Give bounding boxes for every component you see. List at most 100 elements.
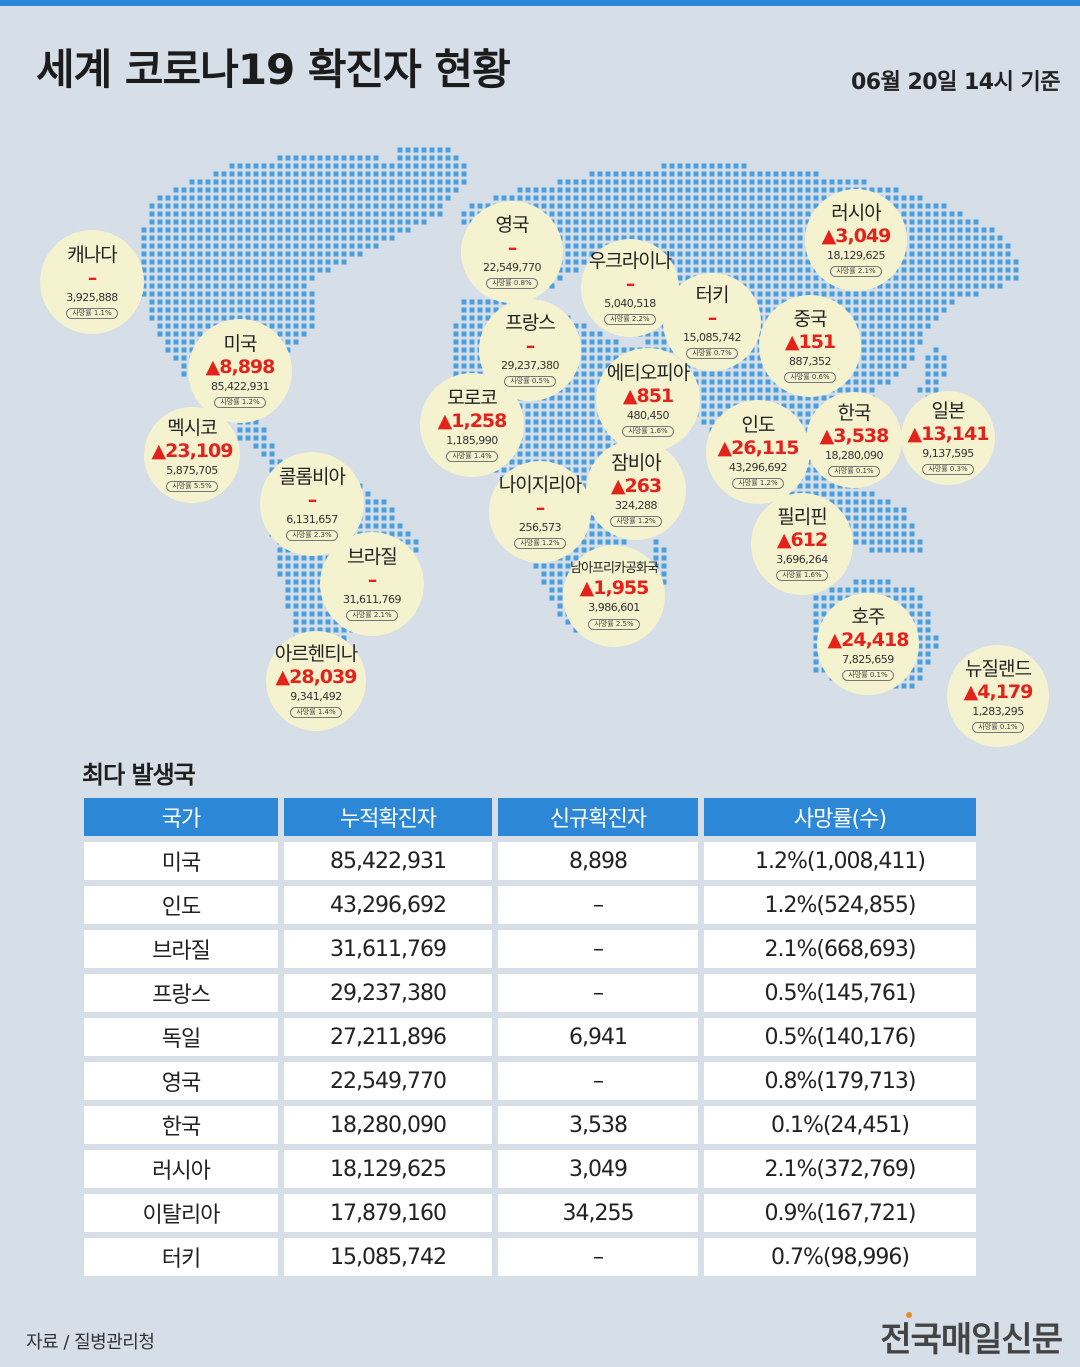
country-total-cases: 18,280,090 bbox=[825, 448, 883, 462]
country-new-cases: – bbox=[367, 568, 377, 591]
country-total-cases: 15,085,742 bbox=[683, 330, 741, 344]
country-total-cases: 480,450 bbox=[627, 408, 670, 422]
country-total-cases: 85,422,931 bbox=[211, 379, 269, 393]
country-name: 에티오피아 bbox=[606, 361, 690, 384]
country-new-cases: ▲1,955 bbox=[579, 577, 650, 600]
cell-cumulative: 17,879,160 bbox=[284, 1194, 492, 1232]
country-death-rate-badge: 사망률 0.6% bbox=[784, 372, 836, 384]
cell-new: 8,898 bbox=[498, 842, 698, 880]
country-new-cases: ▲612 bbox=[776, 528, 828, 551]
country-death-rate-badge: 사망률 1.4% bbox=[290, 707, 342, 719]
country-bubble: 일본 ▲13,141 9,137,595 사망률 0.3% bbox=[901, 391, 995, 485]
country-new-cases: – bbox=[707, 306, 717, 329]
country-new-cases: ▲8,898 bbox=[205, 355, 276, 378]
country-total-cases: 7,825,659 bbox=[842, 652, 894, 666]
country-bubble: 아르헨티나 ▲28,039 9,341,492 사망률 1.4% bbox=[266, 631, 366, 731]
country-total-cases: 31,611,769 bbox=[343, 592, 401, 606]
table-row: 터키 15,085,742–0.7%(98,996) bbox=[84, 1238, 976, 1276]
cell-cumulative: 15,085,742 bbox=[284, 1238, 492, 1276]
country-death-rate-badge: 사망률 2.5% bbox=[588, 618, 640, 630]
table-row: 독일 27,211,896 6,941 0.5%(140,176) bbox=[84, 1018, 976, 1056]
country-name: 한국 bbox=[837, 401, 872, 424]
table-row: 러시아 18,129,625 3,049 2.1%(372,769) bbox=[84, 1150, 976, 1188]
table-header-row: 국가 누적확진자 신규확진자 사망률(수) bbox=[84, 798, 976, 836]
country-death-rate-badge: 사망률 0.8% bbox=[486, 278, 538, 290]
country-bubble: 뉴질랜드 ▲4,179 1,283,295 사망률 0.1% bbox=[947, 645, 1049, 747]
table-row: 이탈리아 17,879,160 34,255 0.9%(167,721) bbox=[84, 1194, 976, 1232]
country-name: 호주 bbox=[851, 605, 886, 628]
country-total-cases: 3,696,264 bbox=[776, 552, 828, 566]
country-death-rate-badge: 사망률 1.2% bbox=[610, 516, 662, 528]
country-name: 브라질 bbox=[347, 545, 397, 568]
country-death-rate-badge: 사망률 0.1% bbox=[842, 670, 894, 682]
country-new-cases: – bbox=[87, 266, 97, 289]
cell-new: – bbox=[498, 1238, 698, 1276]
country-total-cases: 1,283,295 bbox=[972, 704, 1024, 718]
country-new-cases: ▲3,538 bbox=[819, 424, 890, 447]
country-name: 멕시코 bbox=[167, 416, 217, 439]
country-death-rate-badge: 사망률 1.1% bbox=[66, 308, 118, 320]
header-cumulative: 누적확진자 bbox=[284, 798, 492, 836]
country-new-cases: ▲3,049 bbox=[821, 224, 892, 247]
country-name: 남아프리카공화국 bbox=[570, 561, 659, 577]
country-death-rate-badge: 사망률 1.6% bbox=[776, 570, 828, 582]
cell-cumulative: 27,211,896 bbox=[284, 1018, 492, 1056]
country-bubble: 모로코 ▲1,258 1,185,990 사망률 1.4% bbox=[420, 373, 524, 477]
country-new-cases: ▲151 bbox=[784, 330, 836, 353]
page-title: 세계 코로나19 확진자 현황 bbox=[36, 45, 511, 94]
country-death-rate-badge: 사망률 0.5% bbox=[504, 376, 556, 388]
country-name: 미국 bbox=[223, 332, 258, 355]
base-date: 06월 20일 14시 기준 bbox=[850, 70, 1061, 95]
brand-dot-icon bbox=[906, 1312, 913, 1318]
country-new-cases: ▲28,039 bbox=[275, 665, 358, 688]
country-name: 터키 bbox=[695, 283, 730, 306]
country-total-cases: 3,925,888 bbox=[66, 290, 118, 304]
table-row: 한국 18,280,090 3,538 0.1%(24,451) bbox=[84, 1106, 976, 1144]
cell-death-rate: 0.5%(145,761) bbox=[704, 974, 976, 1012]
top-countries-table: 국가 누적확진자 신규확진자 사망률(수) 미국 85,422,931 8,898 1… bbox=[78, 792, 982, 1282]
cell-country: 미국 bbox=[84, 842, 278, 880]
cell-new: 34,255 bbox=[498, 1194, 698, 1232]
country-new-cases: ▲1,258 bbox=[437, 409, 508, 432]
cell-country: 한국 bbox=[84, 1106, 278, 1144]
cell-new: – bbox=[498, 930, 698, 968]
top-accent-bar bbox=[0, 0, 1080, 6]
country-death-rate-badge: 사망률 2.1% bbox=[830, 266, 882, 278]
country-bubble: 잠비아 ▲263 324,288 사망률 1.2% bbox=[586, 440, 686, 540]
cell-new: – bbox=[498, 886, 698, 924]
country-death-rate-badge: 사망률 0.7% bbox=[686, 348, 738, 360]
cell-new: – bbox=[498, 1062, 698, 1100]
cell-death-rate: 0.1%(24,451) bbox=[704, 1106, 976, 1144]
country-total-cases: 256,573 bbox=[519, 520, 562, 534]
country-bubble: 에티오피아 ▲851 480,450 사망률 1.6% bbox=[596, 348, 700, 452]
country-death-rate-badge: 사망률 0.1% bbox=[972, 722, 1024, 734]
country-total-cases: 6,131,657 bbox=[286, 512, 338, 526]
country-new-cases: ▲24,418 bbox=[827, 628, 910, 651]
country-new-cases: ▲23,109 bbox=[151, 439, 234, 462]
data-source: 자료 / 질병관리청 bbox=[26, 1332, 155, 1353]
cell-new: 3,049 bbox=[498, 1150, 698, 1188]
country-death-rate-badge: 사망률 0.3% bbox=[922, 464, 974, 476]
country-name: 일본 bbox=[931, 399, 966, 422]
country-total-cases: 29,237,380 bbox=[501, 358, 559, 372]
brand-logo: 전국매일신문 bbox=[880, 1312, 1063, 1361]
country-total-cases: 5,875,705 bbox=[166, 463, 218, 477]
country-new-cases: ▲851 bbox=[622, 384, 674, 407]
country-name: 뉴질랜드 bbox=[965, 657, 1032, 680]
country-bubble: 우크라이나 –5,040,518 사망률 2.2% bbox=[581, 239, 679, 337]
country-bubble: 브라질 –31,611,769 사망률 2.1% bbox=[320, 532, 424, 636]
cell-country: 이탈리아 bbox=[84, 1194, 278, 1232]
country-bubble: 영국 –22,549,770 사망률 0.8% bbox=[461, 201, 563, 303]
cell-cumulative: 31,611,769 bbox=[284, 930, 492, 968]
country-new-cases: ▲13,141 bbox=[907, 422, 990, 445]
country-bubble: 중국 ▲151 887,352 사망률 0.6% bbox=[759, 295, 861, 397]
country-name: 아르헨티나 bbox=[274, 642, 358, 665]
country-bubble: 나이지리아 –256,573 사망률 1.2% bbox=[489, 461, 591, 563]
country-new-cases: ▲263 bbox=[610, 474, 662, 497]
header-death-rate: 사망률(수) bbox=[704, 798, 976, 836]
cell-death-rate: 0.9%(167,721) bbox=[704, 1194, 976, 1232]
country-name: 잠비아 bbox=[611, 451, 661, 474]
country-total-cases: 9,137,595 bbox=[922, 446, 974, 460]
cell-cumulative: 22,549,770 bbox=[284, 1062, 492, 1100]
country-bubble: 한국 ▲3,538 18,280,090 사망률 0.1% bbox=[806, 392, 902, 488]
